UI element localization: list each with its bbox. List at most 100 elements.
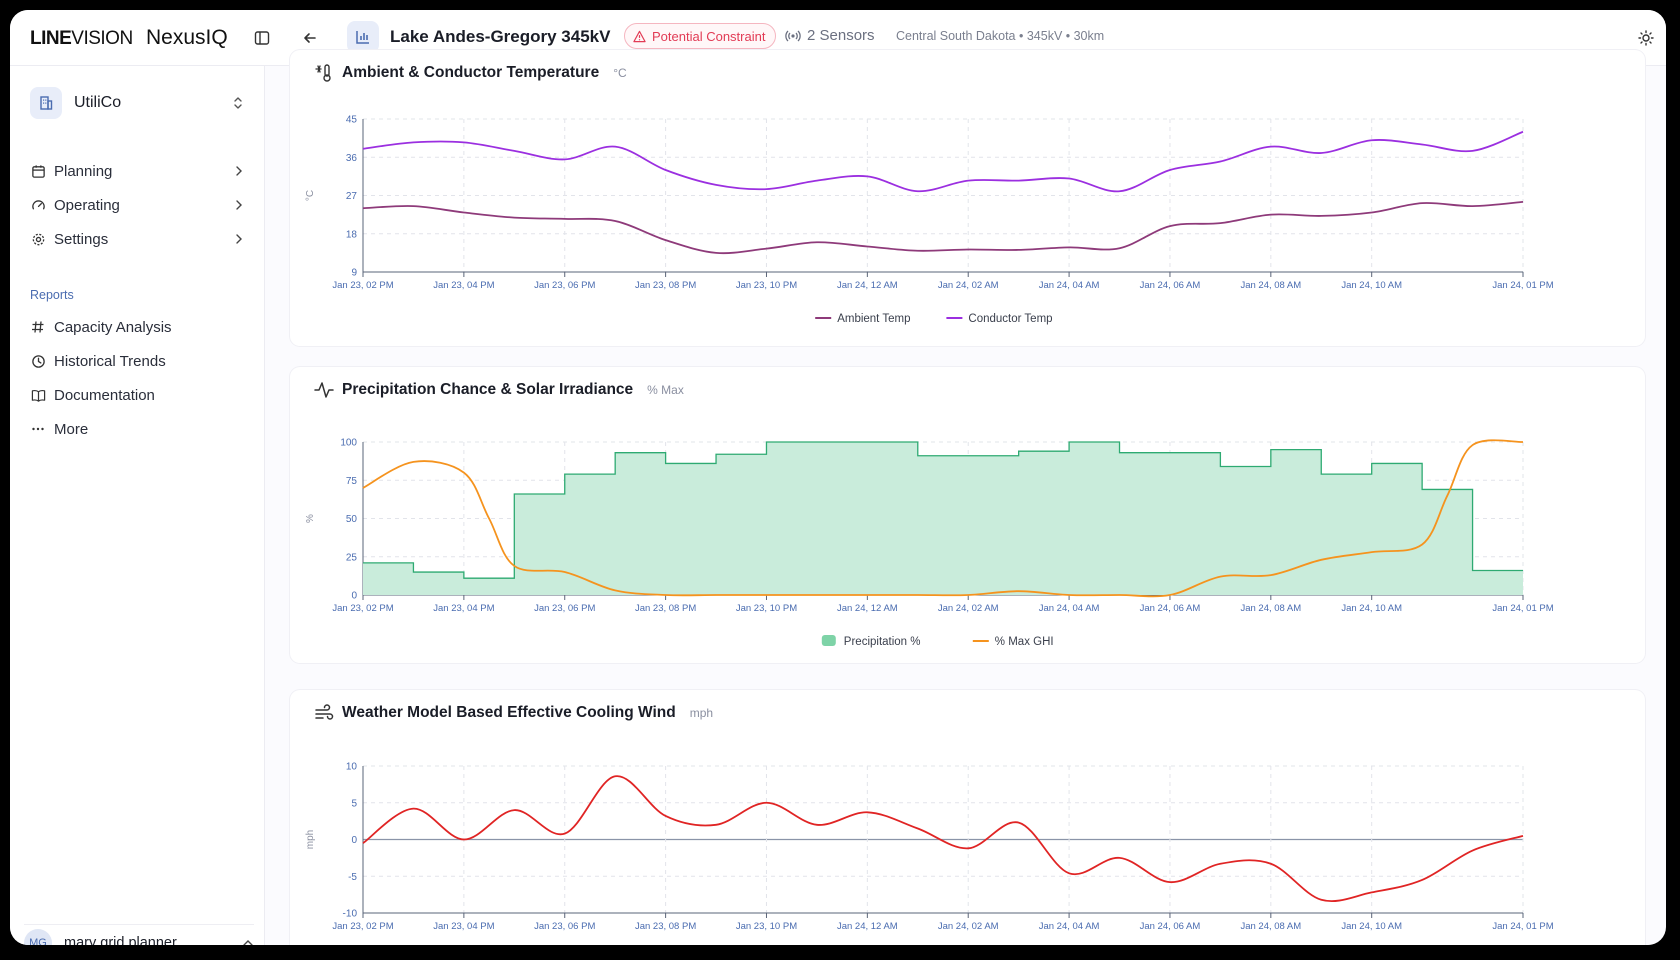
x-tick-label: Jan 24, 08 AM: [1240, 603, 1301, 614]
x-tick-label: Jan 24, 10 AM: [1341, 603, 1402, 614]
x-tick-label: Jan 23, 10 PM: [736, 921, 797, 932]
legend-item[interactable]: Ambient Temp: [815, 313, 910, 325]
x-tick-label: Jan 23, 08 PM: [635, 280, 696, 291]
x-tick-label: Jan 24, 02 AM: [938, 603, 999, 614]
nav-operating-label: Operating: [54, 196, 120, 214]
y-tick-label: 18: [346, 229, 358, 240]
x-tick-label: Jan 23, 06 PM: [534, 921, 595, 932]
y-axis-label: mph: [305, 830, 316, 849]
temperature-chart: 9 18 27 36 45 Jan 23, 02 PM Jan 23, 04 PM Jan 2…: [305, 115, 1554, 326]
wind-chart-unit: mph: [689, 706, 714, 720]
nav-more-label: More: [54, 420, 89, 438]
x-tick-label: Jan 24, 12 AM: [837, 603, 898, 614]
y-tick-label: 0: [351, 835, 357, 846]
x-tick-label: Jan 24, 04 AM: [1039, 603, 1100, 614]
precip-solar-chart-unit: % Max: [647, 383, 684, 397]
org-switcher[interactable]: UtiliCo: [30, 86, 245, 120]
y-tick-label: 9: [351, 268, 357, 279]
y-axis-label: %: [305, 514, 316, 523]
precip-solar-chart: 0 25 50 75 100 Jan 23, 02 PM Jan 23, 04 PM Jan …: [305, 438, 1554, 649]
x-tick-label: Jan 23, 02 PM: [332, 921, 393, 932]
user-menu[interactable]: MG mary grid planner: [24, 924, 254, 945]
temperature-card: Ambient & Conductor Temperature °C 9 18 27…: [290, 50, 1645, 346]
chevron-right-icon: [236, 166, 242, 176]
sensors-indicator[interactable]: 2 Sensors: [785, 27, 875, 44]
x-tick-label: Jan 23, 06 PM: [534, 280, 595, 291]
line-location: Central South Dakota • 345kV • 30km: [896, 29, 1105, 43]
y-tick-label: -10: [343, 909, 358, 920]
nav-more[interactable]: More: [30, 414, 245, 444]
precip-solar-card-header: Precipitation Chance & Solar Irradiance …: [314, 379, 684, 401]
x-tick-label: Jan 23, 06 PM: [534, 603, 595, 614]
product-name: NexusIQ: [146, 26, 228, 49]
thermometer-icon: [315, 64, 331, 82]
y-tick-label: 0: [351, 591, 357, 602]
x-tick-label: Jan 23, 02 PM: [332, 603, 393, 614]
legend-swatch: [821, 635, 836, 646]
legend-item[interactable]: Conductor Temp: [946, 313, 1053, 325]
org-name: UtiliCo: [74, 94, 122, 111]
sidebar-toggle-icon[interactable]: [250, 26, 274, 50]
x-tick-label: Jan 23, 02 PM: [332, 280, 393, 291]
legend-item[interactable]: Precipitation %: [821, 635, 921, 648]
nav-historical-trends[interactable]: Historical Trends: [30, 346, 245, 376]
x-tick-label: Jan 24, 08 AM: [1240, 280, 1301, 291]
x-tick-label: Jan 23, 04 PM: [433, 280, 494, 291]
effective-cooling-wind-line: [362, 775, 1524, 903]
max-ghi-line: [362, 439, 1524, 598]
x-tick-label: Jan 24, 02 AM: [938, 280, 999, 291]
constraint-badge[interactable]: Potential Constraint: [624, 23, 777, 49]
temperature-card-header: Ambient & Conductor Temperature °C: [314, 62, 627, 84]
y-axis-label: °C: [305, 190, 316, 201]
gauge-icon: [30, 197, 46, 213]
x-tick-label: Jan 23, 10 PM: [736, 280, 797, 291]
y-tick-label: -5: [348, 872, 357, 883]
x-tick-label: Jan 24, 06 AM: [1140, 921, 1201, 932]
y-tick-label: 75: [346, 476, 358, 487]
nav-capacity-analysis[interactable]: Capacity Analysis: [30, 312, 245, 342]
nav-planning[interactable]: Planning: [30, 156, 245, 186]
x-tick-label: Jan 23, 04 PM: [433, 921, 494, 932]
sensors-label: 2 Sensors: [807, 27, 875, 44]
wind-card-header: Weather Model Based Effective Cooling Wi…: [314, 702, 713, 724]
chevron-up-down-icon[interactable]: [231, 96, 245, 110]
back-arrow-icon[interactable]: [298, 26, 322, 50]
precipitation-line: [363, 441, 1523, 579]
y-tick-label: 27: [346, 191, 358, 202]
line-title: Lake Andes-Gregory 345kV: [390, 27, 611, 46]
wind-chart-title: Weather Model Based Effective Cooling Wi…: [342, 704, 676, 721]
sidebar: UtiliCo Planning Operating Settings Repo…: [10, 66, 265, 945]
y-tick-label: 10: [346, 762, 358, 773]
x-tick-label: Jan 24, 02 AM: [938, 921, 999, 932]
nav-operating[interactable]: Operating: [30, 190, 245, 220]
x-tick-label: Jan 24, 12 AM: [837, 921, 898, 932]
x-tick-label: Jan 23, 04 PM: [433, 603, 494, 614]
calendar-icon: [30, 163, 46, 179]
y-tick-label: 36: [346, 153, 358, 164]
constraint-label: Potential Constraint: [652, 28, 766, 44]
linevision-logo[interactable]: LINEVISION: [30, 28, 133, 49]
app-window: LINEVISION NexusIQ Lake Andes-Gregory 34…: [10, 10, 1666, 945]
x-tick-label: Jan 24, 06 AM: [1140, 280, 1201, 291]
more-icon: [30, 421, 46, 437]
radio-signal-icon: [785, 30, 801, 41]
legend-item[interactable]: % Max GHI: [972, 636, 1054, 648]
sun-theme-icon[interactable]: [1634, 26, 1658, 50]
y-tick-label: 5: [351, 798, 357, 809]
gear-icon: [30, 231, 46, 247]
book-icon: [30, 387, 46, 403]
x-tick-label: Jan 24, 06 AM: [1140, 603, 1201, 614]
conductor-temp-line: [362, 130, 1524, 193]
x-tick-label: Jan 23, 08 PM: [635, 603, 696, 614]
x-tick-label: Jan 24, 08 AM: [1240, 921, 1301, 932]
y-tick-label: 50: [346, 514, 358, 525]
nav-documentation[interactable]: Documentation: [30, 380, 245, 410]
nav-settings[interactable]: Settings: [30, 224, 245, 254]
user-name: mary grid planner: [64, 934, 177, 946]
x-tick-label: Jan 23, 08 PM: [635, 921, 696, 932]
avatar: MG: [24, 928, 52, 945]
line-chart-icon: [347, 21, 379, 53]
clock-icon: [30, 353, 46, 369]
nav-capacity-analysis-label: Capacity Analysis: [54, 318, 172, 336]
chevron-right-icon: [236, 200, 242, 210]
